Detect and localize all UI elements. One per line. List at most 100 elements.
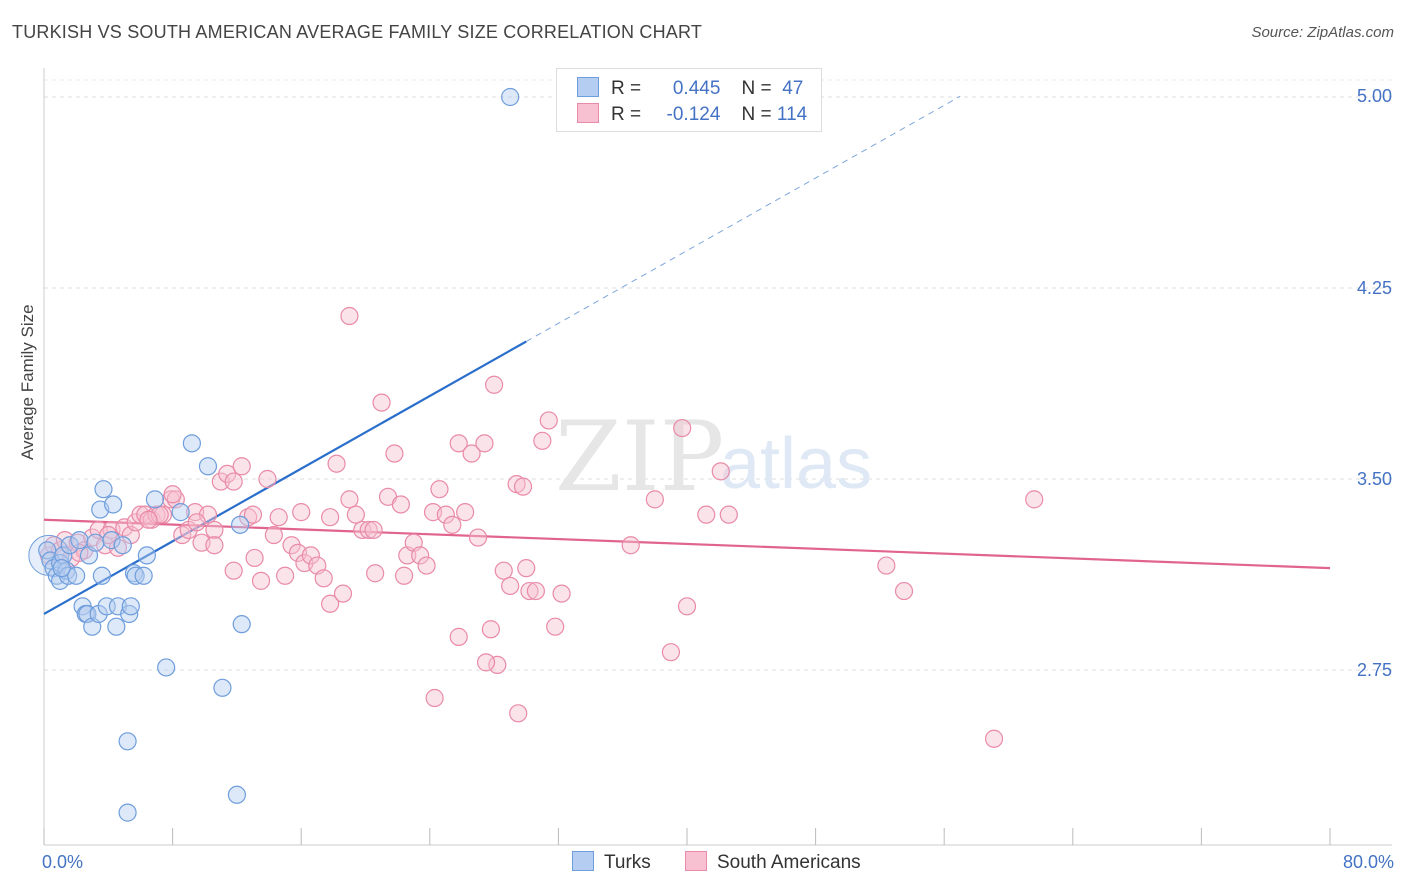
point-turks-29 (120, 604, 139, 624)
point-south-americans-85 (719, 505, 738, 524)
y-tick-label-5.00: 5.00 (1356, 86, 1392, 106)
point-turks-41 (227, 785, 246, 804)
point-south-americans-35 (258, 469, 277, 489)
point-south-americans-52 (366, 564, 385, 583)
legend-row-south-americans: R = -0.124 N = 114 (577, 103, 807, 127)
point-south-americans-82 (673, 418, 692, 438)
point-south-americans-28 (211, 472, 230, 491)
point-turks-26 (107, 617, 126, 636)
point-south-americans-78 (533, 431, 552, 450)
point-south-americans-81 (552, 584, 571, 603)
point-south-americans-76 (520, 581, 539, 601)
point-south-americans-64 (443, 515, 462, 534)
point-south-americans-89 (661, 643, 681, 662)
point-turks-28 (118, 732, 137, 751)
point-south-americans-72 (494, 561, 513, 580)
point-south-americans-29 (218, 464, 237, 484)
point-south-americans-67 (462, 444, 481, 463)
legend-n-label: N = (741, 104, 772, 125)
point-south-americans-42 (301, 546, 320, 565)
point-turks-43 (232, 615, 251, 634)
legend-r-label: R = (611, 78, 642, 99)
x-tick-label-right: 80.0% (1342, 852, 1394, 872)
point-south-americans-97 (476, 653, 496, 672)
point-south-americans-48 (340, 490, 359, 509)
point-turks-30 (121, 597, 140, 616)
point-south-americans-45 (321, 594, 340, 613)
point-south-americans-47 (333, 584, 353, 603)
point-south-americans-104 (163, 485, 182, 504)
point-south-americans-51 (359, 520, 378, 540)
point-turks-24 (104, 495, 123, 514)
points-south-americans (39, 306, 1044, 748)
chart-title: TURKISH VS SOUTH AMERICAN AVERAGE FAMILY… (12, 22, 703, 42)
point-south-americans-86 (645, 490, 664, 509)
stats-legend: R = 0.445 N = 47 R = -0.124 N = 114 (556, 68, 822, 132)
point-south-americans-87 (621, 536, 640, 555)
point-south-americans-68 (468, 528, 488, 547)
point-turks-8 (60, 536, 79, 555)
point-turks-36 (157, 658, 176, 677)
point-south-americans-80 (546, 617, 565, 636)
point-south-americans-49 (346, 505, 365, 524)
point-south-americans-92 (1025, 490, 1044, 509)
point-south-americans-66 (456, 503, 475, 522)
point-south-americans-30 (224, 472, 243, 491)
point-turks-21 (94, 480, 113, 499)
point-south-americans-95 (485, 375, 504, 394)
point-south-americans-75 (513, 477, 533, 496)
point-south-americans-27 (205, 520, 224, 540)
point-south-americans-109 (517, 559, 536, 578)
source-label: Source: ZipAtlas.com (1251, 24, 1394, 41)
point-south-americans-107 (394, 566, 414, 585)
point-south-americans-90 (877, 556, 896, 575)
watermark-atlas: atlas (720, 424, 872, 504)
point-turks-33 (134, 566, 153, 585)
point-south-americans-34 (251, 571, 271, 590)
point-south-americans-63 (436, 505, 455, 524)
point-turks-40 (213, 678, 232, 697)
point-south-americans-11 (108, 538, 128, 557)
point-south-americans-100 (292, 503, 311, 522)
legend-row-turks: R = 0.445 N = 47 (577, 77, 803, 101)
turks-swatch (577, 77, 599, 97)
legend-r-value-south: -0.124 (666, 104, 721, 125)
point-turks-27 (113, 536, 132, 555)
point-turks-37 (171, 503, 190, 522)
y-axis-label: Average Family Size (18, 304, 37, 460)
y-tick-label-4.25: 4.25 (1356, 278, 1392, 298)
point-south-americans-98 (509, 704, 528, 723)
point-south-americans-71 (488, 655, 507, 675)
point-south-americans-73 (501, 576, 520, 596)
point-south-americans-113 (224, 561, 243, 580)
bottom-legend-south-americans: South Americans (685, 851, 861, 874)
point-south-americans-70 (481, 620, 500, 639)
point-south-americans-46 (327, 454, 346, 473)
point-south-americans-102 (187, 513, 206, 532)
legend-r-value-turks: 0.445 (672, 78, 721, 99)
point-south-americans-105 (205, 536, 224, 555)
point-south-americans-94 (340, 306, 359, 326)
point-south-americans-60 (417, 556, 436, 575)
point-south-americans-99 (364, 520, 383, 540)
watermark-zip: ZIP (555, 401, 724, 513)
point-turks-17 (86, 533, 105, 552)
point-turks-10 (67, 566, 86, 585)
point-south-americans-12 (115, 518, 134, 537)
point-turks-46 (52, 559, 71, 578)
point-south-americans-88 (677, 597, 697, 616)
point-turks-11 (70, 531, 89, 550)
x-tick-label-left: 0.0% (42, 852, 84, 872)
point-south-americans-91 (894, 581, 914, 601)
point-south-americans-84 (711, 462, 730, 481)
point-south-americans-39 (282, 536, 301, 555)
point-turks-39 (198, 457, 218, 476)
point-south-americans-55 (385, 444, 404, 463)
south-americans-legend-label: South Americans (717, 852, 861, 873)
point-turks-20 (92, 566, 111, 585)
point-turks-23 (102, 531, 121, 550)
turks-legend-label: Turks (604, 852, 651, 873)
trend-lines (43, 95, 1331, 615)
point-south-americans-83 (697, 505, 716, 524)
legend-r-label: R = (611, 104, 642, 125)
